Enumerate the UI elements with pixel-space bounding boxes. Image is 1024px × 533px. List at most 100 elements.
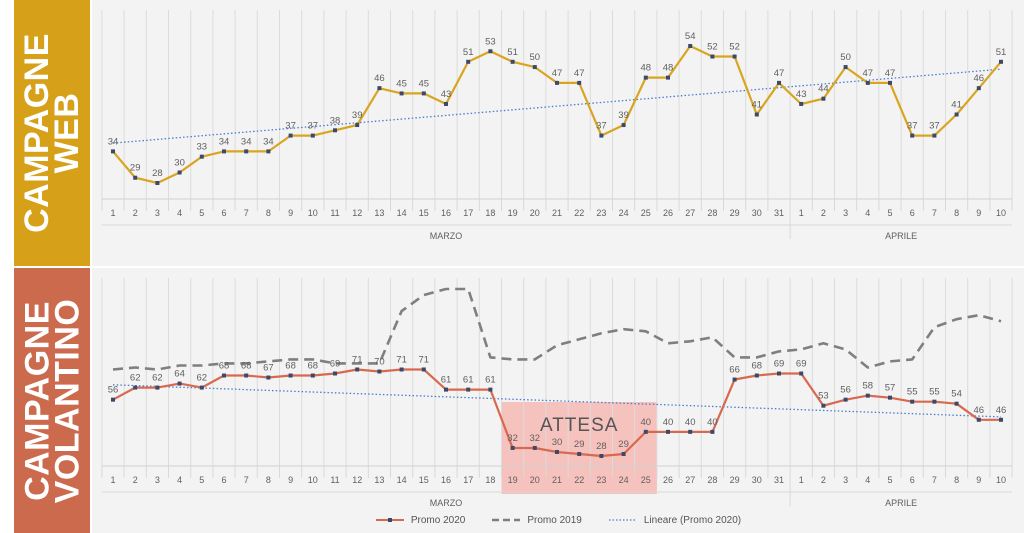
data-point: [799, 101, 804, 106]
legend-item-promo2020: Promo 2020: [375, 515, 465, 526]
x-tick-label: 17: [463, 208, 473, 218]
data-label: 39: [618, 110, 629, 121]
data-point: [244, 373, 249, 378]
data-label: 66: [729, 365, 740, 376]
data-point: [754, 112, 759, 117]
x-tick-label: 28: [707, 475, 717, 485]
data-point: [732, 377, 737, 382]
x-tick-label: 19: [508, 475, 518, 485]
data-point: [532, 65, 537, 70]
x-tick-label: 6: [910, 475, 915, 485]
x-tick-label: 6: [221, 475, 226, 485]
x-tick-label: 23: [596, 475, 606, 485]
x-tick-label: 2: [821, 208, 826, 218]
data-label: 62: [152, 373, 163, 384]
data-label: 29: [130, 163, 141, 174]
data-label: 56: [108, 385, 119, 396]
data-label: 34: [219, 136, 230, 147]
data-point: [155, 385, 160, 390]
web-line-chart: 1 2 3 4 5 6 7 8 9 10 11 12 13 14 15 16 17 18 19 20 21 22 23 24 2…: [101, 10, 1013, 241]
x-tick-label: 1: [110, 208, 115, 218]
data-label: 62: [197, 373, 208, 384]
x-tick-label: 14: [397, 475, 407, 485]
data-label: 46: [374, 73, 385, 84]
x-tick-label: 20: [530, 208, 540, 218]
data-label: 37: [929, 121, 940, 132]
x-tick-label: 11: [330, 208, 339, 218]
x-tick-label: 22: [574, 208, 584, 218]
data-point: [910, 133, 915, 138]
data-label: 47: [552, 68, 563, 79]
x-tick-label: 21: [552, 475, 562, 485]
data-point: [643, 75, 648, 80]
x-group-label: MARZO: [430, 498, 463, 508]
data-label: 32: [530, 433, 541, 444]
data-label: 41: [951, 100, 962, 111]
x-tick-label: 13: [374, 475, 384, 485]
data-label: 32: [507, 433, 518, 444]
flyer-chart-panel: 1 2 3 4 5 6 7 8 9 10 11 12 13 14 15 16 17 18 19 20 21 22 23 24 2…: [92, 268, 1024, 533]
data-point: [466, 59, 471, 64]
x-tick-label: 1: [799, 475, 804, 485]
data-point: [888, 395, 892, 400]
web-campaign-label: CAMPAGNE WEB: [18, 33, 87, 233]
data-point: [155, 181, 160, 185]
data-label: 52: [729, 42, 740, 53]
data-point: [111, 149, 115, 154]
x-tick-label: 9: [288, 475, 293, 485]
data-point: [932, 399, 937, 404]
x-tick-label: 2: [821, 475, 826, 485]
data-point: [310, 133, 315, 138]
data-label: 43: [441, 89, 452, 100]
series-line-promo-2019: [112, 287, 1002, 371]
data-point: [777, 371, 781, 376]
data-point: [444, 387, 448, 392]
x-tick-label: 2: [133, 208, 138, 218]
series-line-web: [112, 44, 1002, 185]
web-label-line2: WEB: [48, 92, 87, 174]
x-tick-label: 4: [865, 208, 870, 218]
x-tick-label: 8: [954, 475, 959, 485]
data-point: [288, 373, 293, 378]
flyer-campaign-band: CAMPAGNE VOLANTINO: [14, 268, 90, 533]
x-tick-label: 25: [641, 208, 651, 218]
data-point: [888, 80, 892, 85]
x-tick-label: 18: [485, 208, 495, 218]
data-point: [199, 385, 204, 390]
data-label: 55: [907, 387, 918, 398]
data-point: [577, 80, 582, 85]
x-tick-label: 5: [199, 475, 204, 485]
data-point: [377, 86, 382, 91]
data-label: 40: [707, 417, 718, 428]
data-point: [577, 451, 582, 456]
x-tick-label: 29: [730, 475, 740, 485]
data-point: [266, 149, 271, 154]
x-tick-label: 2: [133, 475, 138, 485]
x-tick-label: 27: [685, 475, 695, 485]
data-point: [355, 123, 360, 128]
data-label: 30: [552, 437, 563, 448]
data-label: 61: [441, 375, 452, 386]
x-tick-label: 21: [552, 208, 562, 218]
data-point: [821, 96, 826, 101]
data-point: [932, 133, 937, 138]
data-point: [510, 445, 515, 450]
data-point: [510, 59, 515, 64]
data-point: [333, 371, 337, 376]
x-tick-label: 17: [463, 475, 473, 485]
data-point: [999, 417, 1003, 422]
data-point: [199, 154, 204, 159]
data-label: 40: [685, 417, 696, 428]
legend-label-promo2020: Promo 2020: [410, 514, 466, 526]
data-point: [488, 49, 493, 54]
x-tick-label: 26: [663, 475, 673, 485]
data-label: 52: [707, 42, 718, 53]
data-point: [843, 65, 848, 70]
legend-swatch-trend: [608, 519, 637, 521]
data-point: [688, 429, 693, 434]
data-label: 51: [463, 47, 474, 58]
x-tick-label: 12: [352, 475, 362, 485]
x-tick-label: 3: [843, 475, 848, 485]
x-tick-label: 9: [976, 475, 981, 485]
data-label: 43: [796, 89, 807, 100]
